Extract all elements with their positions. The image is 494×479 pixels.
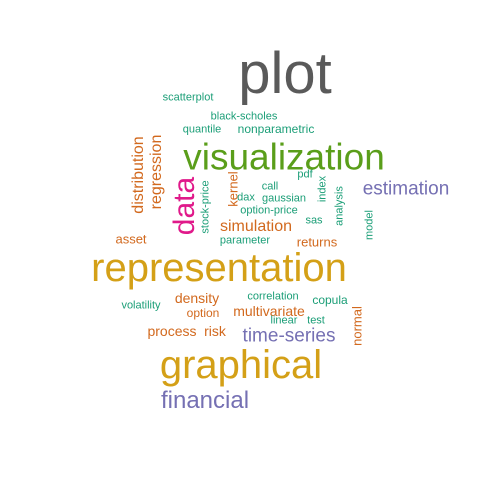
word-scatterplot: scatterplot [162, 91, 214, 104]
word-correlation: correlation [247, 290, 299, 303]
word-test: test [307, 314, 325, 327]
word-representation: representation [91, 246, 347, 290]
word-option: option [186, 306, 220, 320]
word-time-series: time-series [242, 325, 336, 347]
word-volatility: volatility [121, 299, 161, 312]
word-copula: copula [312, 293, 348, 307]
word-parameter: parameter [219, 234, 271, 247]
word-graphical: graphical [159, 343, 323, 387]
word-multivariate: multivariate [233, 303, 305, 319]
word-estimation: estimation [362, 178, 450, 200]
word-density: density [174, 290, 220, 306]
word-dax: dax [237, 191, 255, 204]
word-process: process [147, 323, 197, 339]
word-pdf: pdf [297, 168, 313, 181]
word-simulation: simulation [219, 218, 293, 235]
word-financial: financial [160, 387, 250, 414]
word-analysis: analysis [333, 186, 346, 226]
word-sas: sas [305, 214, 323, 227]
word-gaussian: gaussian [261, 192, 307, 205]
word-returns: returns [296, 234, 338, 250]
word-index: index [316, 175, 329, 203]
word-stock-price: stock-price [199, 180, 212, 234]
word-regression: regression [148, 134, 165, 210]
word-black-scholes: black-scholes [210, 110, 278, 123]
word-data: data [168, 176, 201, 236]
word-model: model [363, 210, 376, 240]
word-visualization: visualization [183, 136, 385, 178]
word-plot: plot [238, 41, 332, 106]
word-linear: linear [270, 314, 298, 327]
word-option-price: option-price [240, 204, 298, 217]
word-nonparametric: nonparametric [237, 122, 315, 136]
word-normal: normal [349, 306, 365, 346]
word-distribution: distribution [130, 136, 147, 214]
word-risk: risk [204, 323, 226, 339]
word-call: call [261, 180, 279, 193]
word-asset: asset [115, 231, 147, 247]
word-quantile: quantile [182, 123, 222, 136]
